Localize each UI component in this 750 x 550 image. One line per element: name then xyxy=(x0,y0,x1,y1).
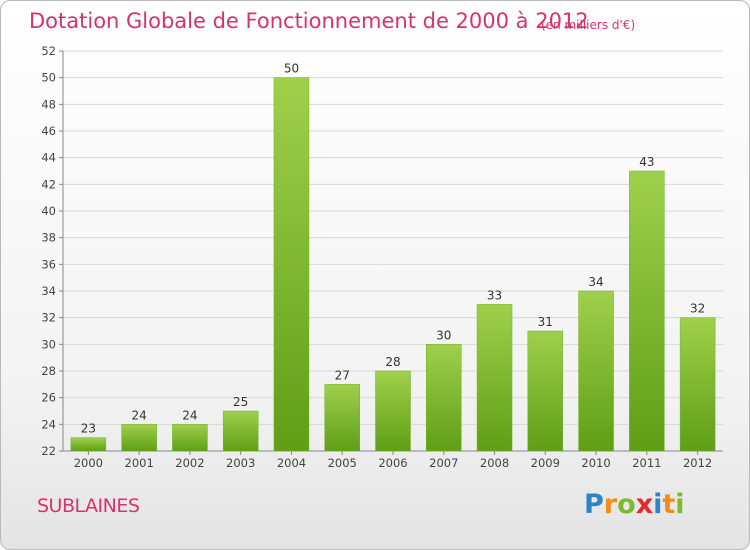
x-tick-label-2010: 2010 xyxy=(581,456,610,470)
data-label-2001: 24 xyxy=(132,408,147,422)
bar-2012 xyxy=(679,317,716,452)
logo-letter: r xyxy=(603,489,618,520)
data-label-2004: 50 xyxy=(284,62,299,76)
y-tick-label: 24 xyxy=(41,417,56,431)
chart-subtitle: (en milliers d'€) xyxy=(541,18,636,32)
y-tick-label: 32 xyxy=(41,311,56,325)
bar-2007 xyxy=(426,344,462,452)
data-label-2010: 34 xyxy=(588,275,603,289)
y-tick-label: 40 xyxy=(41,204,56,218)
bar-2004 xyxy=(273,77,310,452)
bar-2006 xyxy=(375,370,411,452)
y-tick-label: 36 xyxy=(41,257,56,271)
logo-letter: i xyxy=(675,489,685,520)
x-tick-label-2011: 2011 xyxy=(632,456,661,470)
bar-2002 xyxy=(172,424,208,452)
data-label-2012: 32 xyxy=(690,302,705,316)
y-tick-label: 22 xyxy=(41,444,56,458)
y-tick-label: 34 xyxy=(41,284,56,298)
logo-letter: o xyxy=(617,489,636,520)
y-tick-label: 38 xyxy=(41,231,56,245)
data-label-2003: 25 xyxy=(233,395,248,409)
logo-letter: x xyxy=(635,489,654,520)
data-label-2009: 31 xyxy=(538,315,553,329)
x-tick-label-2009: 2009 xyxy=(531,456,560,470)
y-tick-label: 46 xyxy=(41,124,56,138)
x-tick-label-2004: 2004 xyxy=(277,456,306,470)
y-tick-label: 28 xyxy=(41,364,56,378)
y-tick-label: 26 xyxy=(41,391,56,405)
data-label-2011: 43 xyxy=(639,155,654,169)
proxiti-logo: Proxiti xyxy=(584,489,685,520)
commune-name: SUBLAINES xyxy=(37,495,140,517)
logo-letter: i xyxy=(653,489,663,520)
y-tick-label: 30 xyxy=(41,337,56,351)
bar-2008 xyxy=(476,304,513,452)
x-tick-label-2006: 2006 xyxy=(378,456,407,470)
logo-letter: t xyxy=(662,489,676,520)
y-tick-label: 48 xyxy=(41,97,56,111)
bar-2010 xyxy=(578,290,614,452)
data-label-2002: 24 xyxy=(182,408,197,422)
bar-2003 xyxy=(222,410,259,452)
y-tick-label: 44 xyxy=(41,151,56,165)
bar-2009 xyxy=(527,330,564,452)
bar-2001 xyxy=(121,424,157,452)
y-tick-label: 52 xyxy=(41,44,56,58)
chart-title: Dotation Globale de Fonctionnement de 20… xyxy=(29,9,589,33)
x-tick-label-2008: 2008 xyxy=(480,456,509,470)
bar-2005 xyxy=(324,384,360,452)
bar-2000 xyxy=(70,437,107,452)
x-tick-label-2003: 2003 xyxy=(226,456,255,470)
data-label-2000: 23 xyxy=(81,422,96,436)
data-label-2007: 30 xyxy=(436,328,451,342)
x-tick-label-2000: 2000 xyxy=(74,456,103,470)
data-label-2005: 27 xyxy=(335,368,350,382)
x-tick-label-2005: 2005 xyxy=(328,456,357,470)
x-tick-label-2007: 2007 xyxy=(429,456,458,470)
data-label-2008: 33 xyxy=(487,288,502,302)
y-tick-label: 50 xyxy=(41,71,56,85)
y-tick-label: 42 xyxy=(41,177,56,191)
x-tick-label-2012: 2012 xyxy=(683,456,712,470)
bar-2011 xyxy=(629,170,665,452)
logo-letter: P xyxy=(584,489,604,520)
data-label-2006: 28 xyxy=(385,355,400,369)
x-tick-label-2001: 2001 xyxy=(125,456,154,470)
x-tick-label-2002: 2002 xyxy=(175,456,204,470)
